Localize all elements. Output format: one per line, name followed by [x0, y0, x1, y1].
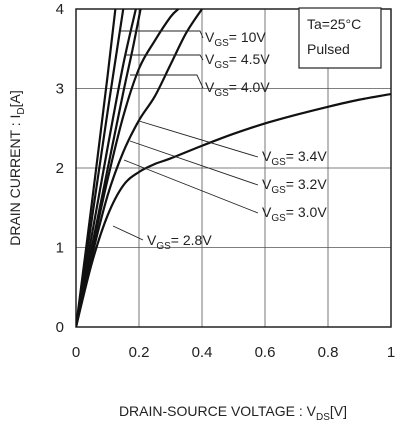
curve-group	[76, 9, 391, 327]
curve-vgs-3-0v	[76, 9, 203, 327]
y-tick-label: 3	[56, 81, 64, 98]
curve-label-vgs-4-0v: VGS= 4.0V	[205, 79, 270, 99]
leader-line-vgs-4-5v	[125, 54, 204, 61]
curve-label-vgs-3-0v: VGS= 3.0V	[262, 204, 327, 224]
leader-line-vgs-10v	[121, 30, 204, 39]
leader-line-vgs-2-8v	[112, 225, 144, 241]
y-tick-label: 1	[56, 240, 64, 257]
conditions-box	[298, 7, 382, 69]
y-tick-label: 0	[56, 319, 64, 336]
y-axis-title: DRAIN CURRENT : ID[A]	[7, 90, 27, 246]
x-tick-label: 0.6	[255, 344, 276, 361]
leader-lines	[112, 30, 259, 241]
condition-temperature: Ta=25°C	[307, 16, 361, 32]
x-tick-label: 0.4	[192, 344, 213, 361]
x-tick-label: 0.8	[318, 344, 339, 361]
curve-vgs-3-2v	[76, 9, 180, 327]
x-tick-label: 0.2	[129, 344, 150, 361]
x-axis-title: DRAIN-SOURCE VOLTAGE : VDS[V]	[119, 403, 347, 423]
x-tick-label: 0	[72, 344, 80, 361]
curve-label-vgs-3-4v: VGS= 3.4V	[262, 148, 327, 168]
condition-pulsed: Pulsed	[307, 41, 350, 57]
y-tick-label: 4	[56, 1, 64, 18]
curve-vgs-2-8v	[76, 92, 391, 327]
leader-line-vgs-3-2v	[129, 140, 259, 186]
curve-vgs-4-0v	[76, 9, 137, 327]
curve-label-vgs-10v: VGS= 10V	[205, 29, 266, 49]
plot-frame	[75, 8, 392, 328]
x-tick-label: 1	[387, 344, 395, 361]
curve-label-vgs-2-8v: VGS= 2.8V	[147, 232, 212, 252]
curve-vgs-4-5v	[76, 9, 125, 327]
leader-line-vgs-4-0v	[130, 74, 204, 89]
curve-label-vgs-3-2v: VGS= 3.2V	[262, 176, 327, 196]
leader-line-vgs-3-0v	[123, 159, 259, 214]
y-tick-label: 2	[56, 160, 64, 177]
tick-labels: 0 0.2 0.4 0.6 0.8 1 0 1 2 3 4	[56, 1, 395, 361]
conditions-legend: Ta=25°C Pulsed	[298, 7, 382, 69]
curve-label-vgs-4-5v: VGS= 4.5V	[205, 51, 270, 71]
leader-line-vgs-3-4v	[138, 120, 259, 158]
